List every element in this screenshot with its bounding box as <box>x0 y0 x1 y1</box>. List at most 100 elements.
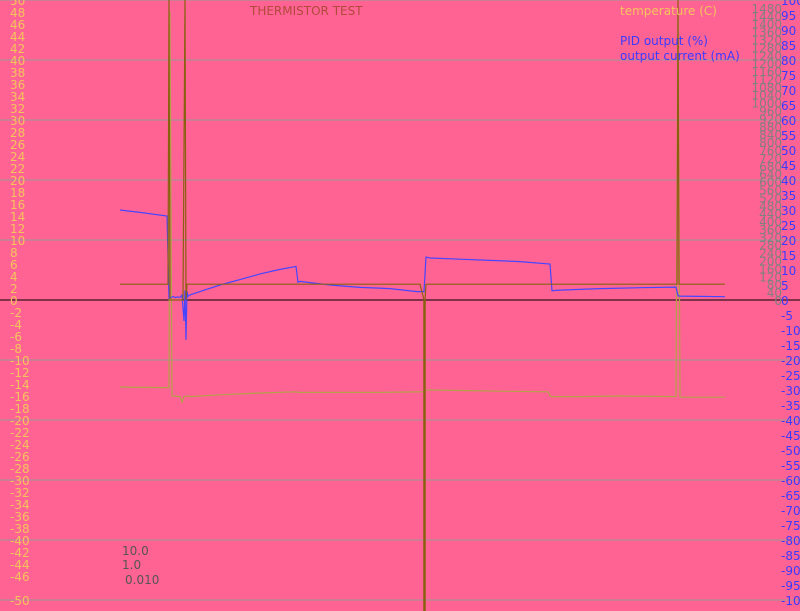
middle-axis-ticks: 1480144014001360132012801240120011601120… <box>751 2 782 308</box>
right-tick-label: 30 <box>781 204 796 218</box>
left-tick-label: 26 <box>10 138 25 152</box>
middle-tick-label: 720 <box>759 152 782 166</box>
left-tick-label: 36 <box>10 78 25 92</box>
left-tick-label: 48 <box>10 6 25 20</box>
right-tick-label: -85 <box>781 549 800 563</box>
right-tick-label: -10 <box>781 324 800 338</box>
left-tick-label: 40 <box>10 54 25 68</box>
left-tick-label: -50 <box>10 594 30 608</box>
left-tick-label: 42 <box>10 42 25 56</box>
right-tick-label: -35 <box>781 399 800 413</box>
left-tick-label: -18 <box>10 402 30 416</box>
middle-tick-label: 480 <box>759 199 782 213</box>
middle-tick-label: 1040 <box>751 89 782 103</box>
middle-tick-label: 640 <box>759 168 782 182</box>
left-tick-label: 14 <box>10 210 25 224</box>
middle-tick-label: 1480 <box>751 2 782 16</box>
left-tick-label: -30 <box>10 474 30 488</box>
left-tick-label: 44 <box>10 30 25 44</box>
left-tick-label: -20 <box>10 414 30 428</box>
right-tick-label: 35 <box>781 189 796 203</box>
right-tick-label: -50 <box>781 444 800 458</box>
left-tick-label: -16 <box>10 390 30 404</box>
middle-tick-label: 200 <box>759 255 782 269</box>
left-tick-label: -6 <box>10 330 22 344</box>
chart-title: THERMISTOR TEST <box>249 4 363 18</box>
left-tick-label: 20 <box>10 174 25 188</box>
middle-tick-label: 440 <box>759 207 782 221</box>
middle-tick-label: 520 <box>759 191 782 205</box>
left-tick-label: 12 <box>10 222 25 236</box>
left-tick-label: 2 <box>10 282 18 296</box>
left-tick-label: -40 <box>10 534 30 548</box>
left-tick-label: -34 <box>10 498 30 512</box>
left-tick-label: -22 <box>10 426 30 440</box>
right-tick-label: -15 <box>781 339 800 353</box>
middle-tick-label: 40 <box>767 286 782 300</box>
right-tick-label: 45 <box>781 159 796 173</box>
middle-tick-label: 840 <box>759 128 782 142</box>
right-tick-label: 15 <box>781 249 796 263</box>
middle-tick-label: 1280 <box>751 41 782 55</box>
left-tick-label: -4 <box>10 318 22 332</box>
right-tick-label: -100 <box>781 594 800 608</box>
left-tick-label: -42 <box>10 546 30 560</box>
middle-tick-label: 400 <box>759 215 782 229</box>
right-tick-label: -55 <box>781 459 800 473</box>
left-tick-label: -14 <box>10 378 30 392</box>
middle-tick-label: 1200 <box>751 57 782 71</box>
left-tick-label: 6 <box>10 258 18 272</box>
series-line-0 <box>119 11 725 404</box>
left-tick-label: -32 <box>10 486 30 500</box>
left-tick-label: 24 <box>10 150 25 164</box>
left-tick-label: 38 <box>10 66 25 80</box>
middle-tick-label: 1120 <box>751 73 782 87</box>
middle-tick-label: 960 <box>759 105 782 119</box>
right-tick-label: -70 <box>781 504 800 518</box>
middle-tick-label: 880 <box>759 120 782 134</box>
middle-tick-label: 1440 <box>751 10 782 24</box>
left-tick-label: -38 <box>10 522 30 536</box>
right-tick-label: 25 <box>781 219 796 233</box>
right-tick-label: 80 <box>781 54 796 68</box>
right-tick-label: 65 <box>781 99 796 113</box>
left-tick-label: 34 <box>10 90 25 104</box>
left-tick-label: -10 <box>10 354 30 368</box>
middle-tick-label: 1160 <box>751 65 782 79</box>
middle-tick-label: 80 <box>767 278 782 292</box>
middle-tick-label: 320 <box>759 231 782 245</box>
legend-temperature: temperature (C) <box>620 4 717 18</box>
left-tick-label: 22 <box>10 162 25 176</box>
left-tick-label: -8 <box>10 342 22 356</box>
right-tick-label: -65 <box>781 489 800 503</box>
right-tick-label: 20 <box>781 234 796 248</box>
middle-tick-label: 1240 <box>751 49 782 63</box>
right-tick-label: 5 <box>781 279 789 293</box>
right-tick-label: 100 <box>781 0 800 8</box>
right-tick-label: 0 <box>781 294 789 308</box>
series-group <box>119 0 726 611</box>
middle-tick-label: 240 <box>759 247 782 261</box>
scale-label-0010: 0.010 <box>125 573 159 587</box>
left-tick-label: -24 <box>10 438 30 452</box>
right-tick-label: -30 <box>781 384 800 398</box>
right-tick-label: -80 <box>781 534 800 548</box>
left-tick-label: 8 <box>10 246 18 260</box>
legend-output-current: output current (mA) <box>620 49 740 63</box>
series-line-1 <box>119 209 726 340</box>
right-tick-label: -45 <box>781 429 800 443</box>
left-tick-label: -44 <box>10 558 30 572</box>
scale-label-10: 10.0 <box>122 544 149 558</box>
series-line-2 <box>120 0 725 301</box>
middle-tick-label: 560 <box>759 183 782 197</box>
middle-tick-label: 680 <box>759 160 782 174</box>
right-tick-label: 90 <box>781 24 796 38</box>
middle-tick-label: 360 <box>759 223 782 237</box>
left-tick-label: 10 <box>10 234 25 248</box>
left-tick-label: 50 <box>10 0 25 8</box>
right-tick-label: -20 <box>781 354 800 368</box>
middle-tick-label: 1000 <box>751 97 782 111</box>
left-axis-ticks: 5048464442403836343230282624222018161412… <box>10 0 30 608</box>
left-tick-label: 4 <box>10 270 18 284</box>
